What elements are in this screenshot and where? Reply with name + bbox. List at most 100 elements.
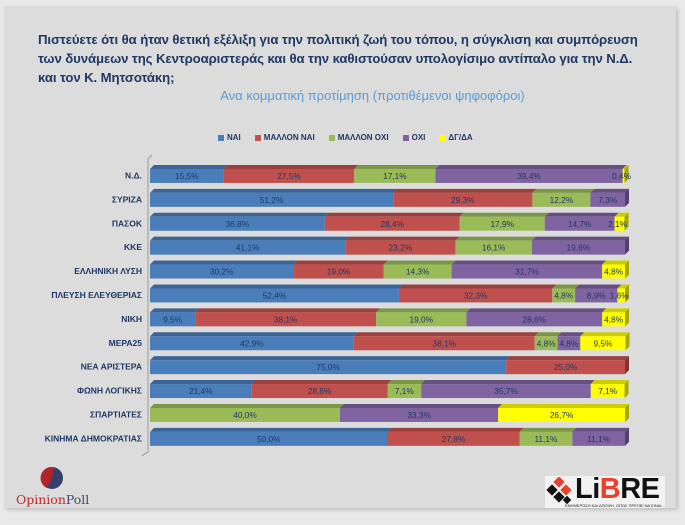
category-label: ΝΕΑ ΑΡΙΣΤΕΡΑ <box>81 362 142 372</box>
legend-item: ΜΑΛΛΟΝ ΟΧΙ <box>328 133 389 142</box>
bar-segment <box>435 168 623 183</box>
slide-panel <box>4 6 676 508</box>
bar-segment <box>150 360 507 375</box>
legend-item: ΔΓ/ΔΑ <box>439 133 473 142</box>
bar-top-face <box>150 188 398 193</box>
libre-tagline: ΕΝΗΜΕΡΩΣΗ ΚΑΙ ΑΠΟΨΗ, ΟΠΩΣ ΠΡΕΠΕΙ ΝΑ ΕΙΝΑ… <box>565 503 665 508</box>
data-label: 51,2% <box>260 195 284 205</box>
bar-segment <box>150 264 294 279</box>
y-axis-bottom-depth <box>141 451 149 457</box>
data-label: 31,7% <box>515 267 539 277</box>
legend-label: ΟΧΙ <box>411 133 426 142</box>
bar-top-face <box>466 308 607 313</box>
data-label: 28,6% <box>523 314 547 324</box>
category-label: ΣΥΡΙΖΑ <box>112 194 142 204</box>
data-label: 38,1% <box>274 314 298 324</box>
bar-top-face <box>557 332 585 337</box>
legend-label: ΜΑΛΛΟΝ ΟΧΙ <box>337 133 389 142</box>
bar-top-face <box>150 236 350 241</box>
bar-top-face <box>150 332 358 337</box>
data-label: 26,7% <box>550 410 574 420</box>
libre-li: Li <box>575 473 600 505</box>
opinionpoll-wordmark: OpinionPoll <box>16 492 89 507</box>
legend-label: ΝΑΙ <box>227 133 241 142</box>
data-label: 38,1% <box>432 338 456 348</box>
bar-top-face <box>150 403 344 408</box>
data-label: 4,8% <box>554 290 574 300</box>
bar-top-face <box>617 284 629 289</box>
bar-segment <box>602 264 625 279</box>
bar-top-face <box>387 380 426 385</box>
legend-item: ΝΑΙ <box>218 133 241 142</box>
bar-top-face <box>150 356 511 361</box>
bar-segment <box>393 192 533 207</box>
data-label: 1,6% <box>610 290 630 300</box>
bar-top-face <box>293 260 388 265</box>
data-label: 41,1% <box>236 243 260 253</box>
bar-top-face <box>552 284 580 289</box>
bar-top-face <box>383 260 456 265</box>
bar-top-face <box>590 188 629 193</box>
bar-segment <box>150 288 399 303</box>
bar-segment <box>150 431 388 446</box>
bar-top-face <box>387 427 524 432</box>
legend-swatch <box>439 134 446 141</box>
bar-top-face <box>506 356 629 361</box>
opinionpoll-word-poll: Poll <box>65 492 90 507</box>
bar-side-face <box>625 403 629 422</box>
bar-top-face <box>622 164 629 169</box>
category-label: ΚΚΕ <box>124 242 142 252</box>
bar-top-face <box>150 260 298 265</box>
bar-top-face <box>150 308 200 313</box>
bar-top-face <box>393 188 537 193</box>
data-label: 4,8% <box>604 314 624 324</box>
data-label: 7,3% <box>598 195 618 205</box>
data-label: 19,0% <box>409 314 433 324</box>
bar-segment <box>421 384 591 399</box>
bar-side-face <box>625 236 629 255</box>
bar-segment <box>223 168 355 183</box>
data-label: 35,7% <box>494 386 518 396</box>
legend-swatch <box>254 134 261 141</box>
bar-side-face <box>625 427 629 446</box>
bar-top-face <box>435 164 627 169</box>
data-label: 25,0% <box>554 362 578 372</box>
data-label: 23,2% <box>389 243 413 253</box>
data-label: 12,2% <box>550 195 574 205</box>
chart-title: Πιστεύετε ότι θα ήταν θετική εξέλιξη για… <box>38 32 638 85</box>
bar-side-face <box>625 260 629 279</box>
data-label: 21,4% <box>189 386 213 396</box>
bar-segment <box>150 407 340 422</box>
bar-segment <box>150 384 252 399</box>
bar-top-face <box>519 427 577 432</box>
data-label: 52,4% <box>263 290 287 300</box>
bar-top-face <box>150 427 392 432</box>
data-label: 30,2% <box>210 267 234 277</box>
bar-top-face <box>354 164 440 169</box>
bar-segment <box>590 192 625 207</box>
data-label: 27,8% <box>442 434 466 444</box>
bar-segment <box>466 312 603 327</box>
chart-subtitle: Ανα κομματική προτίμηση (προτιθέμενοι ψη… <box>220 88 525 103</box>
bar-segment <box>387 431 520 446</box>
bar-segment <box>534 336 558 351</box>
data-label: 4,8% <box>604 267 624 277</box>
bar-segment <box>340 407 499 422</box>
data-label: 28,6% <box>308 386 332 396</box>
legend-swatch <box>402 134 409 141</box>
bar-segment <box>455 240 532 255</box>
legend-item: ΜΑΛΛΟΝ ΝΑΙ <box>254 133 315 142</box>
bar-side-face <box>624 164 629 183</box>
data-label: 15,5% <box>175 171 199 181</box>
bar-segment <box>376 312 467 327</box>
bar-top-face <box>150 164 228 169</box>
bar-top-face <box>544 212 619 217</box>
category-label: ΦΩΝΗ ΛΟΓΙΚΗΣ <box>77 386 142 396</box>
bar-segment <box>614 216 625 231</box>
data-label: 50,0% <box>257 434 281 444</box>
data-label: 27,5% <box>277 171 301 181</box>
bar-segment <box>293 264 384 279</box>
bar-side-face <box>625 356 629 375</box>
bar-segment <box>544 216 615 231</box>
data-label: 32,3% <box>464 290 488 300</box>
